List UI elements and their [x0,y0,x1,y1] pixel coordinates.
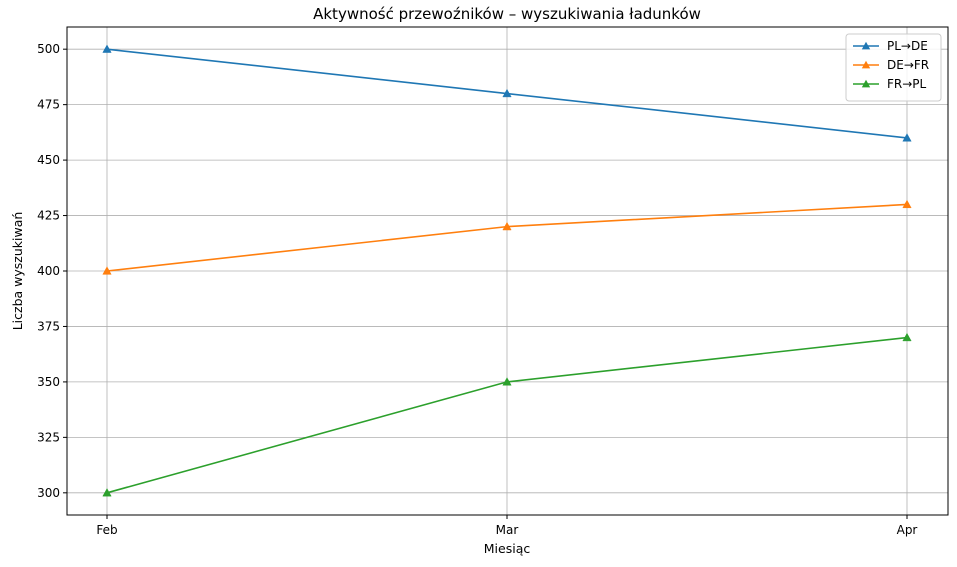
data-point-marker [102,266,112,275]
data-point-marker [102,488,112,497]
legend-swatch-marker [861,79,871,88]
legend-label: FR→PL [887,77,927,91]
series-group [102,44,912,497]
data-point-marker [502,377,512,386]
x-tick-label: Apr [897,523,918,537]
x-tick-label: Feb [96,523,117,537]
data-point-marker [902,133,912,142]
x-tick-label: Mar [496,523,519,537]
y-tick-label: 475 [37,98,60,112]
y-tick-label: 425 [37,209,60,223]
legend-swatch-marker [861,41,871,50]
legend-swatch-marker [861,60,871,69]
y-tick-label: 450 [37,153,60,167]
y-tick-label: 325 [37,430,60,444]
x-axis-label: Miesiąc [484,541,531,556]
legend-label: DE→FR [887,58,929,72]
y-tick-label: 300 [37,486,60,500]
chart-title: Aktywność przewoźników – wyszukiwania ła… [313,5,701,23]
legend-label: PL→DE [887,39,928,53]
y-tick-label: 350 [37,375,60,389]
y-tick-label: 400 [37,264,60,278]
data-point-marker [902,199,912,209]
data-point-marker [102,44,112,53]
data-point-marker [502,221,512,231]
y-tick-label: 375 [37,319,60,333]
data-point-marker [902,332,912,342]
y-tick-label: 500 [37,42,60,56]
ticks: 300 325 350 375 400 425 450 475 500 Feb Mar Apr [37,42,917,537]
legend: PL→DE DE→FR FR→PL [845,33,942,102]
y-axis-label: Liczba wyszukiwań [10,212,25,331]
data-point-marker [502,88,512,98]
